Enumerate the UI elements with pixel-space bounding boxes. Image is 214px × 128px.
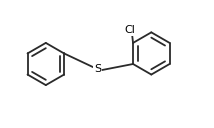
Text: S: S: [94, 64, 101, 74]
Text: Cl: Cl: [124, 25, 135, 35]
